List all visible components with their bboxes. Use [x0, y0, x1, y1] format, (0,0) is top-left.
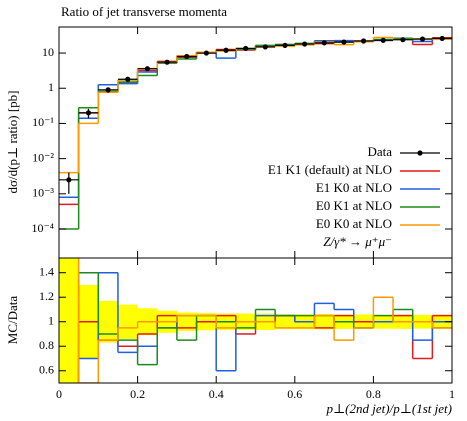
data-point — [125, 76, 131, 82]
x-tick-label: 1 — [449, 387, 455, 401]
y-axis-label: dσ/d(p⊥ ratio) [pb] — [5, 91, 20, 194]
data-uncertainty-band — [98, 300, 118, 343]
annotation: Z/γ* → μ⁺μ⁻ — [323, 234, 392, 249]
data-point — [400, 37, 406, 43]
ratio-plot-area — [77, 258, 452, 383]
data-uncertainty-band — [176, 312, 197, 331]
chart-title: Ratio of jet transverse momenta — [61, 4, 227, 19]
y-tick-label: 0.6 — [39, 362, 54, 376]
data-point — [380, 37, 386, 43]
y-tick-label: 1 — [48, 80, 54, 94]
y-tick-label: 10⁻² — [32, 150, 54, 164]
x-tick-label: 0.6 — [287, 387, 302, 401]
y-tick-label: 10 — [42, 45, 54, 59]
data-uncertainty-band — [314, 314, 335, 330]
data-point — [341, 39, 347, 45]
ratio-y-axis-label: MC/Data — [5, 296, 20, 345]
y-tick-label: 0.8 — [39, 338, 54, 352]
data-point — [439, 35, 445, 42]
data-point — [243, 45, 249, 52]
data-point — [262, 44, 268, 50]
data-uncertainty-band — [117, 304, 138, 339]
x-tick-label: 0.4 — [209, 387, 224, 401]
data-point — [419, 36, 426, 42]
data-point — [360, 38, 367, 44]
data-point — [105, 87, 111, 93]
data-point — [164, 59, 170, 65]
data-point — [85, 110, 92, 116]
main-plot-area — [59, 35, 452, 230]
data-point — [144, 66, 151, 72]
data-point — [223, 47, 229, 53]
data-uncertainty-band — [59, 258, 79, 383]
legend-label: Data — [367, 144, 392, 159]
y-tick-label: 1.2 — [39, 289, 54, 303]
y-tick-label: 1.4 — [39, 264, 54, 278]
x-tick-label: 0.2 — [130, 387, 145, 401]
y-tick-label: 10⁻⁴ — [31, 221, 54, 235]
x-tick-label: 0 — [56, 387, 62, 401]
data-uncertainty-band — [275, 314, 295, 330]
data-point — [321, 40, 327, 46]
legend-label: E0 K0 at NLO — [316, 216, 392, 231]
data-point — [203, 50, 209, 56]
legend-label: E1 K1 (default) at NLO — [268, 162, 392, 177]
data-point — [184, 53, 190, 60]
legend-label: E0 K1 at NLO — [316, 198, 392, 213]
data-point — [302, 41, 308, 47]
data-point — [282, 42, 288, 49]
ratio-frame — [58, 257, 453, 384]
x-tick-label: 0.8 — [366, 387, 381, 401]
data-point — [66, 177, 72, 183]
y-tick-label: 10⁻³ — [32, 186, 54, 200]
y-tick-label: 10⁻¹ — [32, 115, 54, 129]
legend-label: E1 K0 at NLO — [316, 180, 392, 195]
legend-swatch — [417, 150, 423, 156]
main-frame — [58, 26, 453, 259]
y-tick-label: 1 — [48, 313, 54, 327]
x-axis-label: p⊥(2nd jet)/p⊥(1st jet) — [325, 401, 452, 416]
